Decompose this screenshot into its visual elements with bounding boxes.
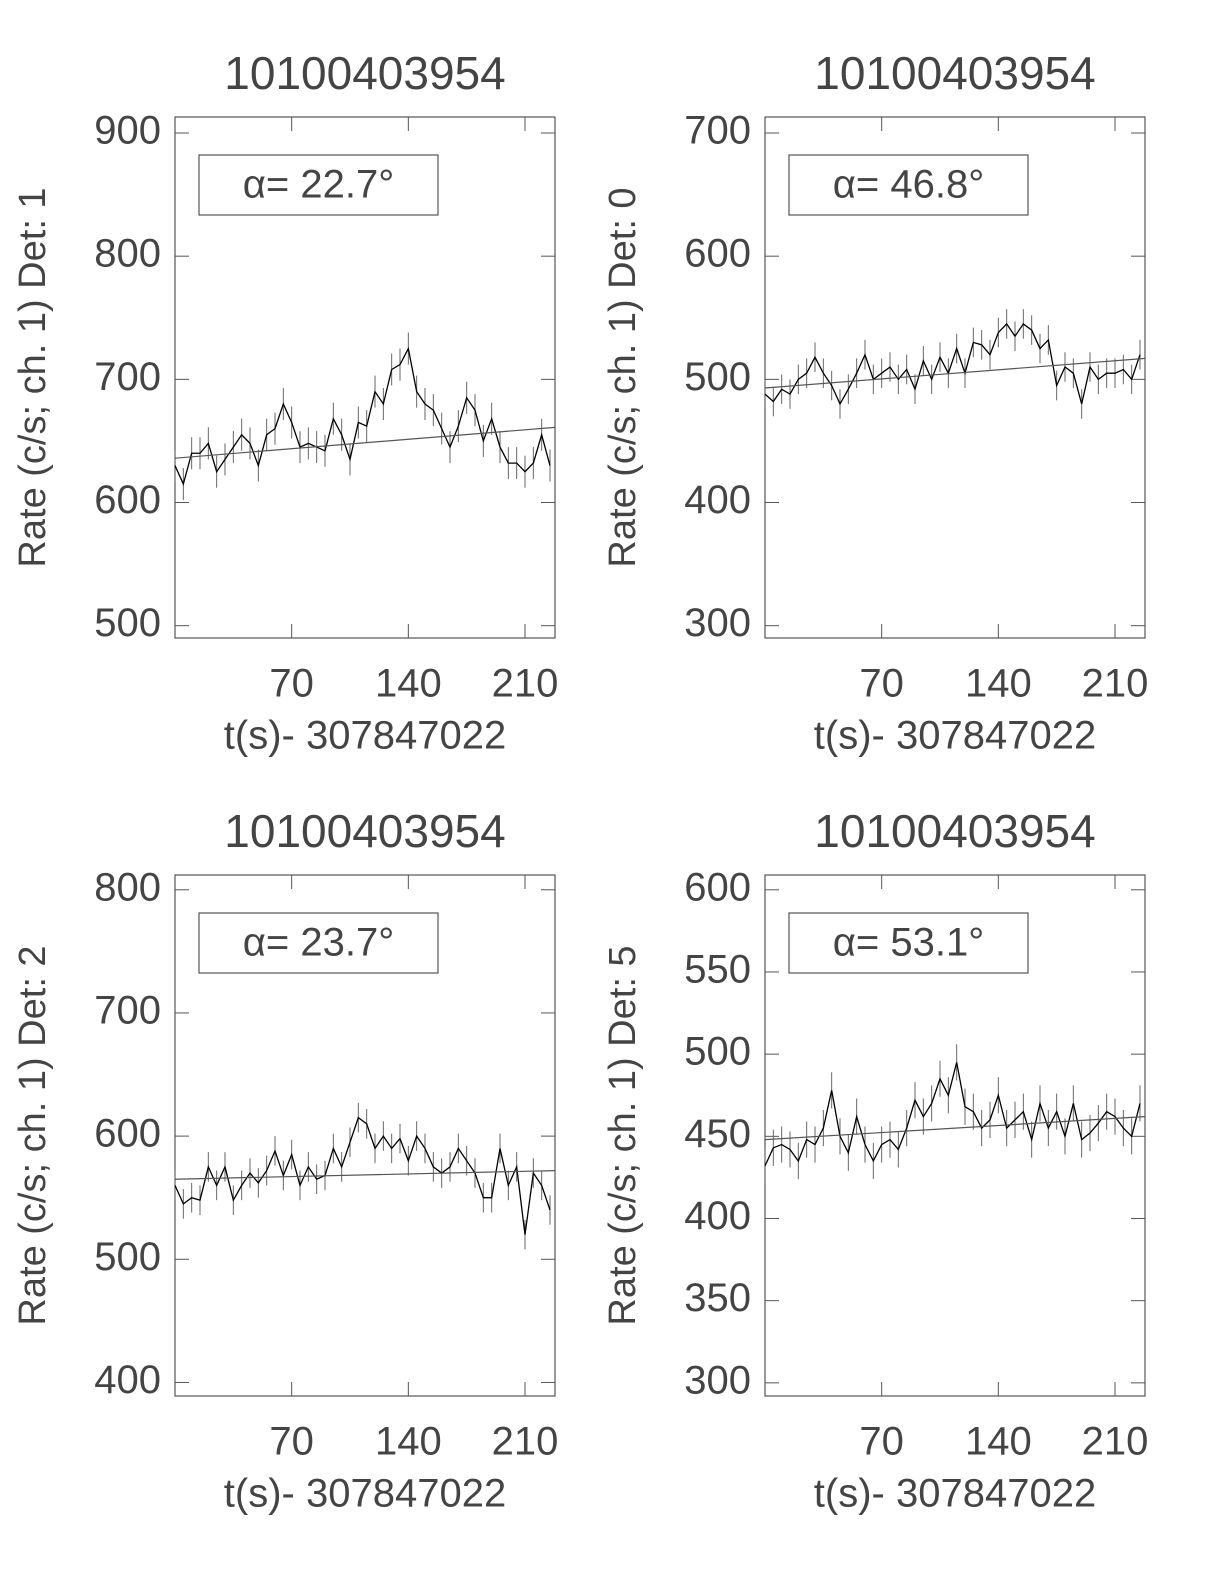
x-tick-label: 140	[375, 1420, 442, 1464]
annotation-box	[788, 154, 1029, 216]
data-line	[764, 322, 1141, 406]
data-line	[764, 1062, 1141, 1167]
x-axis-label: t(s)- 307847022	[814, 1472, 1096, 1516]
fit-line	[764, 357, 1146, 389]
x-tick-label: 70	[859, 1420, 904, 1464]
y-tick-label: 500	[94, 601, 161, 645]
plot-frame	[764, 116, 1146, 639]
annotation-box	[198, 154, 439, 216]
y-axis-label: Rate (c/s; ch. 1) Det: 0	[602, 187, 644, 567]
x-tick-label: 70	[269, 662, 314, 706]
y-tick-label: 500	[94, 1235, 161, 1279]
fit-line	[174, 1170, 556, 1180]
y-tick-label: 800	[94, 865, 161, 909]
fit-line	[174, 426, 556, 459]
annotation: α= 53.1°	[833, 921, 984, 965]
data-line	[174, 1116, 551, 1235]
y-tick-label: 400	[94, 1358, 161, 1402]
y-tick-label: 400	[684, 478, 751, 522]
y-axis-label: Rate (c/s; ch. 1) Det: 2	[12, 945, 54, 1325]
y-axis-label: Rate (c/s; ch. 1) Det: 1	[12, 187, 54, 567]
x-tick-label: 140	[375, 662, 442, 706]
x-axis-label: t(s)- 307847022	[224, 714, 506, 758]
annotation: α= 22.7°	[243, 163, 394, 207]
annotation-box	[788, 912, 1029, 974]
y-tick-label: 800	[94, 232, 161, 276]
x-tick-label: 210	[492, 662, 559, 706]
y-tick-label: 450	[684, 1112, 751, 1156]
y-tick-label: 700	[94, 355, 161, 399]
chart-title: 10100403954	[224, 805, 505, 857]
x-tick-label: 210	[492, 1420, 559, 1464]
annotation-box	[198, 912, 439, 974]
y-tick-label: 300	[684, 601, 751, 645]
annotation: α= 46.8°	[833, 163, 984, 207]
y-tick-label: 600	[684, 232, 751, 276]
x-tick-label: 210	[1082, 662, 1149, 706]
x-axis-label: t(s)- 307847022	[814, 714, 1096, 758]
annotation: α= 23.7°	[243, 921, 394, 965]
y-tick-label: 300	[684, 1358, 751, 1402]
y-tick-label: 550	[684, 948, 751, 992]
x-tick-label: 70	[269, 1420, 314, 1464]
plot-frame	[174, 116, 556, 639]
y-tick-label: 600	[94, 478, 161, 522]
x-tick-label: 210	[1082, 1420, 1149, 1464]
chart-title: 10100403954	[814, 47, 1095, 99]
data-line	[174, 346, 551, 486]
x-tick-label: 140	[965, 1420, 1032, 1464]
y-tick-label: 500	[684, 355, 751, 399]
y-tick-label: 900	[94, 109, 161, 153]
plot-frame	[174, 874, 556, 1397]
x-tick-label: 140	[965, 662, 1032, 706]
y-tick-label: 600	[94, 1112, 161, 1156]
x-tick-label: 70	[859, 662, 904, 706]
y-tick-label: 500	[684, 1030, 751, 1074]
y-tick-label: 700	[684, 109, 751, 153]
y-tick-label: 600	[684, 865, 751, 909]
chart-title: 10100403954	[814, 805, 1095, 857]
y-axis-label: Rate (c/s; ch. 1) Det: 5	[602, 945, 644, 1325]
plot-frame	[764, 874, 1146, 1397]
fit-line	[764, 1116, 1146, 1141]
y-tick-label: 700	[94, 989, 161, 1033]
x-axis-label: t(s)- 307847022	[224, 1472, 506, 1516]
chart-title: 10100403954	[224, 47, 505, 99]
y-tick-label: 350	[684, 1276, 751, 1320]
y-tick-label: 400	[684, 1194, 751, 1238]
